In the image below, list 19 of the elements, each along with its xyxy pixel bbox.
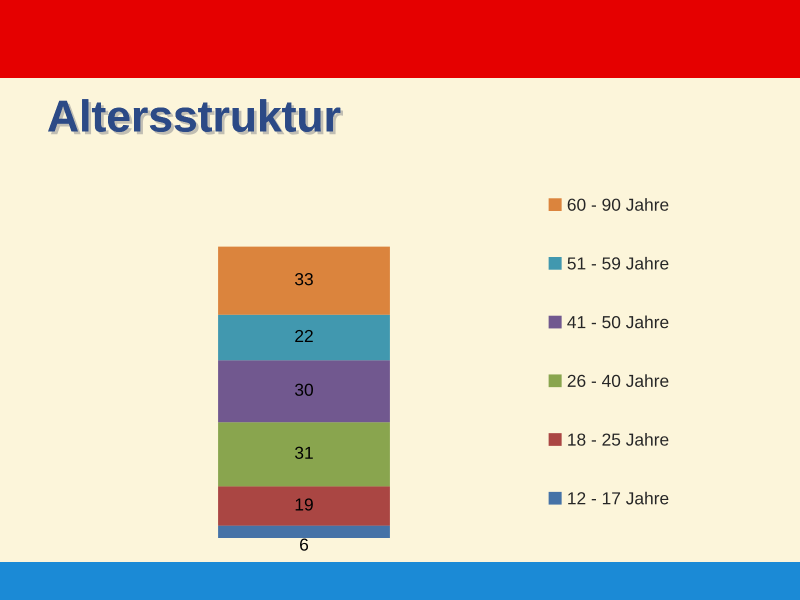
data-label: 22 [295, 330, 313, 342]
data-label: 19 [296, 498, 313, 511]
bar [218, 422, 390, 486]
bar [218, 360, 390, 422]
chart-title: Altersstruktur [48, 99, 344, 135]
bar [218, 314, 390, 360]
legend-label: 12 - 17 Jahre [568, 492, 668, 504]
data-label: 31 [295, 446, 313, 459]
bar [218, 526, 390, 538]
bar [218, 246, 390, 315]
legend-label: 51 - 59 Jahre [568, 256, 668, 270]
legend-label: 41 - 50 Jahre [567, 316, 668, 328]
bar [218, 486, 390, 526]
legend-label: 60 - 90 Jahre [568, 198, 668, 211]
data-label: 6 [300, 538, 308, 551]
legend-label: 26 - 40 Jahre [568, 374, 668, 388]
data-label: 30 [295, 384, 313, 396]
data-label: 33 [295, 273, 313, 286]
legend-label: 18 - 25 Jahre [568, 432, 668, 446]
